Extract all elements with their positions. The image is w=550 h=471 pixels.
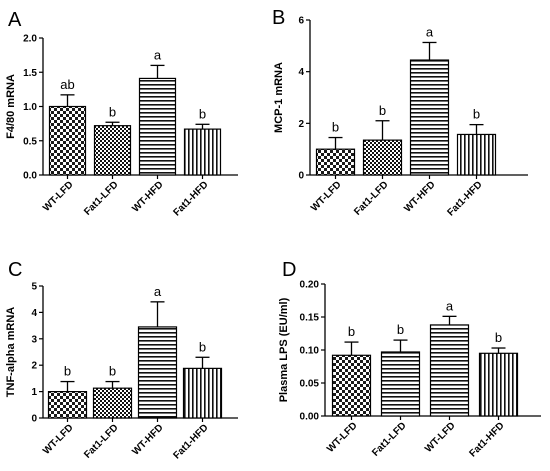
y-axis-label: F4/80 mRNA [5, 74, 17, 139]
panel-letter: D [282, 259, 296, 281]
significance-label: b [495, 330, 502, 345]
bar [93, 125, 132, 176]
y-tick-label: 6 [298, 16, 304, 27]
bar [456, 133, 497, 176]
bar [362, 139, 403, 176]
y-tick-label: 0.10 [300, 346, 320, 357]
bar [137, 326, 178, 419]
panel-d: D 0.00 0.05 0.10 0.15 0.20 Plasma LPS (EU/ml) b… [278, 259, 541, 460]
panel-c: C 0 1 2 3 4 5 TNF-alpha mRNA b WT-LFD b Fat1-LFD a WT… [5, 259, 238, 462]
category-label: WT-LFD [423, 420, 457, 454]
y-tick-label: 2 [31, 361, 37, 372]
category-label: Fat1-LFD [82, 422, 120, 460]
significance-label: a [446, 298, 454, 313]
y-tick-label: 0.15 [300, 313, 320, 324]
significance-label: a [426, 24, 434, 39]
bar [182, 367, 223, 419]
category-label: Fat1-HFD [171, 179, 210, 218]
category-label: Fat1-LFD [82, 179, 120, 217]
bar [92, 387, 133, 419]
category-label: Fat1-LFD [352, 179, 390, 217]
panel-a: A0.00.51.01.52.0F4/80 mRNA abWT-LFDbFat1-… [5, 9, 238, 219]
y-tick-label: 4 [31, 308, 37, 319]
y-tick-label: 1.5 [23, 68, 37, 79]
significance-label: b [332, 120, 339, 135]
y-tick-label: 0.5 [23, 136, 37, 147]
significance-label: b [379, 103, 386, 118]
bar [429, 324, 470, 417]
category-label: Fat1-HFD [445, 179, 484, 218]
y-axis-label: MCP-1 mRNA [273, 62, 285, 133]
category-label: Fat1-LFD [370, 420, 408, 458]
category-label: Fat1-HFD [467, 420, 506, 459]
significance-label: b [109, 364, 116, 379]
bar [380, 351, 421, 417]
category-label: Fat1-HFD [171, 422, 210, 461]
bar [331, 354, 372, 417]
y-tick-label: 0 [298, 171, 304, 182]
panel-letter: A [8, 9, 22, 31]
bar [47, 391, 88, 419]
y-tick-label: 0.00 [300, 412, 320, 423]
significance-label: b [64, 364, 71, 379]
significance-label: b [473, 107, 480, 122]
category-label: WT-HFD [130, 422, 165, 457]
significance-label: a [154, 47, 162, 62]
y-tick-label: 0.20 [300, 280, 320, 291]
bar [183, 128, 222, 176]
category-label: WT-LFD [41, 179, 75, 213]
significance-label: b [199, 339, 206, 354]
y-tick-label: 2 [298, 119, 304, 130]
panel-b: B 0 2 4 6 MCP-1 mRNA b WT-LFD b Fat1-LFD a WT-HFD b F… [272, 7, 528, 219]
bar [478, 352, 519, 417]
bar [138, 77, 177, 176]
y-tick-label: 0.05 [300, 379, 320, 390]
y-axis-label: Plasma LPS (EU/ml) [278, 297, 290, 402]
bar [315, 148, 356, 176]
bar [409, 59, 450, 176]
y-tick-label: 1 [31, 387, 37, 398]
y-tick-label: 3 [31, 334, 37, 345]
category-label: WT-LFD [309, 179, 343, 213]
y-tick-label: 2.0 [23, 34, 37, 45]
panel-letter: C [8, 259, 22, 281]
y-tick-label: 5 [31, 282, 37, 293]
y-axis-label: TNF-alpha mRNA [5, 307, 17, 398]
y-tick-label: 0.0 [23, 171, 37, 182]
y-tick-label: 4 [298, 67, 304, 78]
bar [48, 105, 87, 176]
category-label: WT-HFD [130, 179, 165, 214]
category-label: WT-LFD [41, 422, 75, 456]
significance-label: a [154, 284, 162, 299]
y-tick-label: 0 [31, 414, 37, 425]
significance-label: b [199, 106, 206, 121]
significance-label: b [109, 104, 116, 119]
significance-label: ab [60, 77, 74, 92]
category-label: WT-HFD [402, 179, 437, 214]
significance-label: b [348, 324, 355, 339]
y-tick-label: 1.0 [23, 102, 37, 113]
panel-letter: B [272, 7, 285, 29]
significance-label: b [397, 322, 404, 337]
category-label: WT-LFD [325, 420, 359, 454]
